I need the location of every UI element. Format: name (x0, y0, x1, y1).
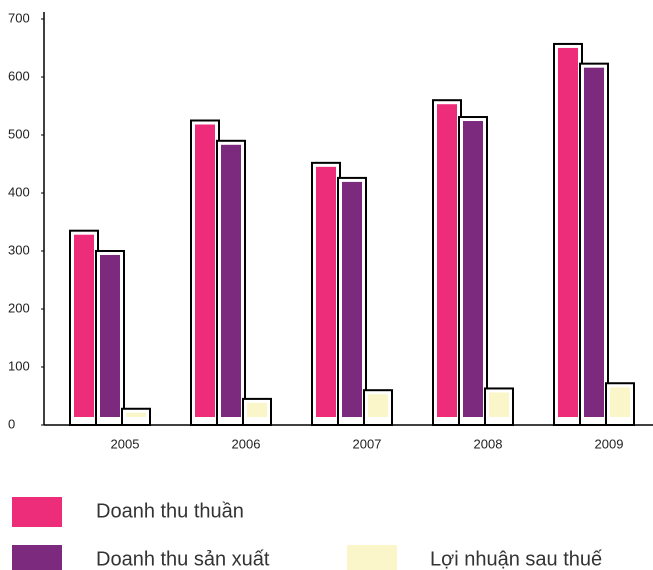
x-tick-label: 2009 (595, 436, 624, 451)
bar (610, 387, 630, 417)
x-tick-label: 2006 (232, 436, 261, 451)
bar (195, 124, 215, 417)
y-tick-label: 600 (8, 68, 30, 83)
bar (437, 104, 457, 417)
bar (221, 144, 241, 418)
y-tick-label: 500 (8, 126, 30, 141)
bar (316, 166, 336, 417)
bar (342, 181, 362, 417)
bar (584, 67, 604, 417)
y-tick-label: 700 (8, 10, 30, 25)
legend-label: Doanh thu sản xuất (96, 548, 270, 570)
bar (463, 121, 483, 418)
y-tick-label: 400 (8, 184, 30, 199)
bar (368, 394, 388, 417)
bar (74, 234, 94, 417)
y-tick-label: 100 (8, 358, 30, 373)
bar (247, 402, 267, 417)
bar (126, 412, 146, 417)
x-tick-label: 2007 (353, 436, 382, 451)
bar (489, 392, 509, 417)
legend-swatch (347, 545, 397, 570)
x-tick-label: 2008 (474, 436, 503, 451)
y-tick-label: 200 (8, 300, 30, 315)
legend-swatch (12, 497, 62, 527)
bar (100, 255, 120, 417)
legend-label: Lợi nhuận sau thuế (430, 548, 602, 570)
bar (558, 47, 578, 417)
legend-swatch (12, 545, 62, 570)
y-tick-label: 300 (8, 242, 30, 257)
legend-label: Doanh thu thuần (96, 500, 244, 522)
y-tick-label: 0 (8, 416, 15, 431)
x-tick-label: 2005 (111, 436, 140, 451)
